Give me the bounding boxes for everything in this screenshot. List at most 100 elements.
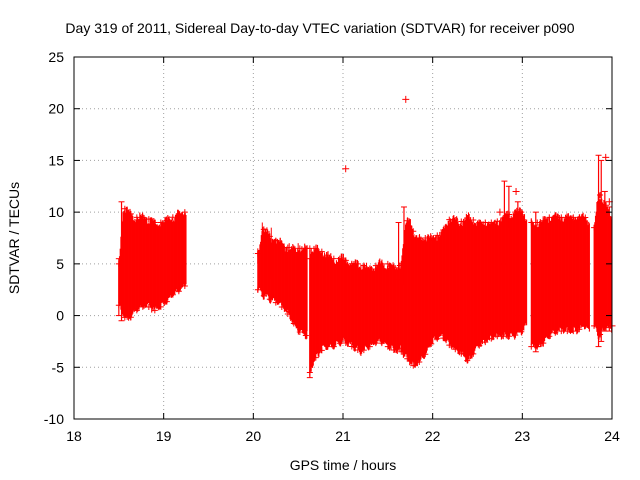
edge-marker	[354, 346, 361, 353]
edge-marker	[342, 340, 349, 347]
edge-marker	[500, 333, 507, 340]
data-segment	[398, 207, 528, 369]
edge-marker	[175, 288, 182, 295]
edge-marker	[410, 228, 417, 235]
y-tick-label: 20	[48, 101, 64, 117]
x-tick-label: 19	[156, 428, 172, 444]
edge-marker	[452, 346, 459, 353]
edge-marker	[139, 303, 146, 310]
edge-marker	[121, 314, 128, 321]
edge-marker	[278, 304, 285, 311]
edge-marker	[570, 214, 577, 221]
edge-marker	[284, 310, 291, 317]
outlier-point	[536, 218, 544, 226]
edge-marker	[266, 296, 273, 303]
data-segment	[115, 205, 188, 321]
edge-marker	[306, 245, 313, 252]
outlier-point	[402, 95, 410, 103]
edge-marker	[458, 350, 465, 357]
edge-marker	[169, 214, 176, 221]
edge-marker	[591, 224, 598, 231]
y-tick-label: 15	[48, 152, 64, 168]
edge-marker	[494, 218, 501, 225]
edge-marker	[336, 340, 343, 347]
edge-marker	[528, 219, 535, 226]
edge-marker	[318, 347, 325, 354]
data-segment	[306, 244, 403, 376]
edge-marker	[582, 323, 589, 330]
edge-marker	[464, 357, 471, 364]
edge-marker	[390, 264, 397, 271]
data-markers	[115, 95, 616, 379]
edge-marker	[512, 332, 519, 339]
edge-marker	[169, 291, 176, 298]
edge-marker	[139, 214, 146, 221]
edge-marker	[254, 286, 261, 293]
edge-marker	[476, 219, 483, 226]
edge-marker	[546, 333, 553, 340]
edge-marker	[470, 350, 477, 357]
edge-marker	[422, 351, 429, 358]
edge-marker	[360, 262, 367, 269]
edge-marker	[518, 328, 525, 335]
y-tick-label: 5	[56, 256, 64, 272]
edge-marker	[494, 333, 501, 340]
edge-marker	[446, 216, 453, 223]
edge-marker	[181, 209, 188, 216]
chart-title: Day 319 of 2011, Sidereal Day-to-day VTE…	[65, 20, 575, 36]
edge-marker	[384, 260, 391, 267]
edge-marker	[488, 219, 495, 226]
edge-marker	[390, 347, 397, 354]
edge-marker	[312, 245, 319, 252]
edge-marker	[133, 214, 140, 221]
edge-marker	[175, 210, 182, 217]
edge-marker	[546, 214, 553, 221]
edge-marker	[446, 342, 453, 349]
edge-marker	[336, 255, 343, 262]
edge-marker	[157, 303, 164, 310]
edge-marker	[398, 260, 405, 267]
edge-marker	[476, 342, 483, 349]
edge-marker	[452, 217, 459, 224]
edge-marker	[163, 298, 170, 305]
edge-marker	[482, 219, 489, 226]
edge-marker	[330, 255, 337, 262]
edge-marker	[151, 307, 158, 314]
edge-marker	[410, 362, 417, 369]
y-tick-label: 0	[56, 308, 64, 324]
edge-marker	[428, 235, 435, 241]
data-segment	[528, 212, 590, 350]
edge-marker	[464, 215, 471, 222]
edge-marker	[434, 232, 441, 239]
x-axis-label: GPS time / hours	[289, 457, 397, 473]
edge-marker	[284, 244, 291, 251]
edge-marker	[506, 333, 513, 340]
edge-marker	[318, 248, 325, 255]
edge-marker	[151, 219, 158, 226]
edge-marker	[127, 314, 134, 321]
edge-marker	[354, 260, 361, 267]
outlier-point	[602, 153, 610, 161]
edge-marker	[540, 340, 547, 347]
edge-marker	[570, 328, 577, 335]
x-tick-label: 24	[604, 428, 620, 444]
edge-marker	[398, 348, 405, 355]
edge-marker	[266, 233, 273, 240]
edge-marker	[133, 307, 140, 314]
edge-marker	[348, 343, 355, 350]
edge-marker	[296, 329, 303, 336]
outlier-point	[599, 322, 607, 330]
edge-marker	[157, 219, 164, 226]
edge-marker	[470, 217, 477, 224]
outlier-point	[496, 208, 504, 216]
edge-marker	[416, 235, 423, 241]
x-tick-label: 18	[66, 428, 82, 444]
x-tick-label: 22	[425, 428, 441, 444]
outlier-point	[512, 187, 520, 195]
y-tick-label: 10	[48, 204, 64, 220]
x-tick-label: 21	[335, 428, 351, 444]
edge-marker	[290, 245, 297, 252]
edge-marker	[372, 262, 379, 269]
edge-marker	[272, 299, 279, 306]
